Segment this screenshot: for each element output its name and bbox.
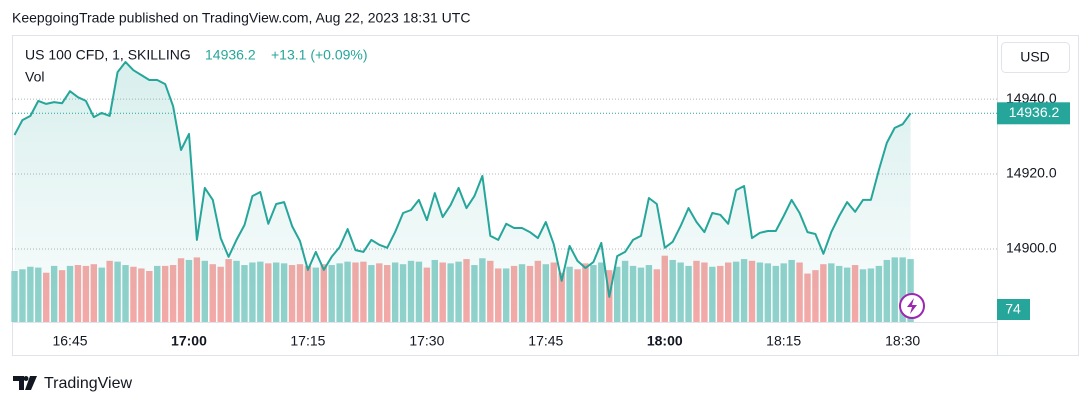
- x-tick-label: 18:00: [647, 333, 683, 349]
- event-icon-bolt: [907, 298, 917, 314]
- logo: TradingView: [13, 375, 132, 392]
- plot: [12, 61, 997, 322]
- x-tick-label: 17:00: [171, 333, 207, 349]
- x-tick-label: 18:30: [885, 333, 920, 349]
- last-price: 14936.2: [205, 47, 256, 63]
- logo-text: TradingView: [44, 375, 132, 392]
- y-tick-label: 14900.0: [1006, 240, 1057, 256]
- last-volume-badge-label: 74: [1005, 301, 1021, 317]
- symbol-title: US 100 CFD, 1, SKILLING: [25, 47, 191, 63]
- last-price-badge-label: 14936.2: [1009, 104, 1060, 120]
- volume-legend: Vol: [25, 69, 44, 85]
- currency-button[interactable]: [1001, 42, 1070, 73]
- price-area: [14, 62, 911, 322]
- last-price-badge: [997, 102, 1070, 125]
- y-tick-label: 14920.0: [1006, 165, 1057, 181]
- currency-label: USD: [1020, 49, 1050, 65]
- publish-header: KeepgoingTrade published on TradingView.…: [12, 10, 470, 26]
- x-tick-label: 18:15: [766, 333, 801, 349]
- x-tick-label: 16:45: [52, 333, 87, 349]
- price-change: +13.1 (+0.09%): [271, 47, 368, 63]
- last-volume-badge: [997, 299, 1030, 320]
- y-tick-label: 14940.0: [1006, 90, 1057, 106]
- x-tick-label: 17:15: [290, 333, 325, 349]
- x-tick-label: 17:30: [409, 333, 444, 349]
- x-tick-label: 17:45: [528, 333, 563, 349]
- chart-frame: [12, 35, 1079, 356]
- price-line: [13, 61, 912, 298]
